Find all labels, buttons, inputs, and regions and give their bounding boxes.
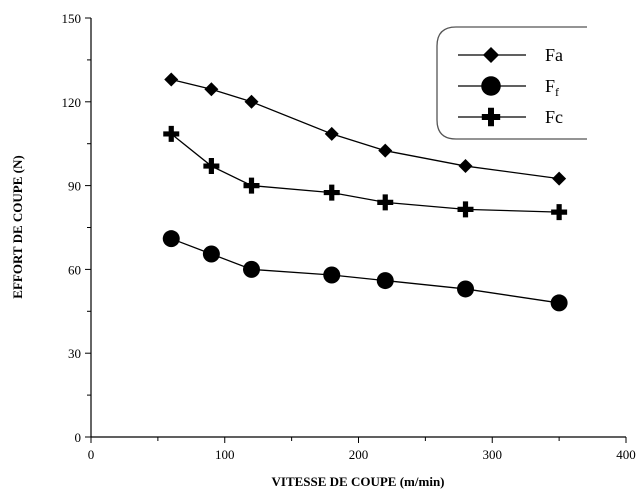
- axes: 0 100 200 300 400 0 30 60 90 120 150: [62, 11, 636, 462]
- plot-area: [162, 72, 568, 312]
- legend-item-ff: Ff: [458, 76, 559, 99]
- y-tick-label: 90: [68, 179, 81, 194]
- series-fc: [163, 125, 568, 221]
- legend-marker-fc: [481, 107, 501, 127]
- data-point-ff: [162, 230, 180, 248]
- legend-label-fc: Fc: [545, 107, 563, 127]
- data-point-fc: [163, 125, 180, 142]
- data-point-fa: [204, 82, 219, 97]
- data-point-fa: [552, 171, 567, 186]
- x-tick-label: 300: [483, 447, 503, 462]
- data-point-ff: [457, 280, 474, 298]
- y-tick-label: 150: [62, 11, 82, 26]
- data-point-fa: [378, 143, 393, 158]
- y-tick-label: 0: [75, 430, 82, 445]
- legend-marker-fa: [482, 46, 500, 64]
- data-point-fa: [324, 126, 339, 141]
- legend-label-ff: Ff: [545, 76, 559, 99]
- data-point-ff: [376, 272, 394, 290]
- data-point-fc: [457, 201, 474, 218]
- legend-marker-ff: [481, 76, 501, 96]
- data-point-ff: [550, 294, 568, 312]
- legend-label-fa: Fa: [545, 45, 563, 65]
- series-ff: [162, 230, 568, 312]
- x-tick-label: 100: [215, 447, 235, 462]
- data-point-fc: [377, 194, 394, 211]
- data-point-fa: [164, 72, 179, 87]
- series-line-fa: [171, 78, 560, 180]
- legend-item-fa: Fa: [458, 45, 563, 65]
- y-tick-label: 60: [68, 262, 81, 277]
- legend: Fa Ff Fc: [436, 26, 587, 140]
- y-axis-title: EFFORT DE COUPE (N): [10, 155, 25, 298]
- y-tick-label: 120: [62, 95, 82, 110]
- data-point-ff: [202, 245, 220, 263]
- legend-frame: [436, 26, 587, 140]
- data-point-ff: [323, 266, 341, 284]
- data-point-fa: [244, 94, 259, 109]
- y-tick-label: 30: [68, 346, 81, 361]
- x-tick-label: 0: [88, 447, 95, 462]
- data-point-fc: [243, 177, 260, 194]
- x-tick-label: 200: [349, 447, 369, 462]
- data-point-fa: [458, 159, 473, 174]
- series-line-ff: [171, 238, 560, 304]
- x-axis-title: VITESSE DE COUPE (m/min): [272, 474, 445, 489]
- series-line-fc: [170, 133, 560, 213]
- data-point-fc: [551, 204, 568, 221]
- data-point-fc: [323, 184, 340, 201]
- data-point-fc: [203, 158, 220, 175]
- data-point-ff: [243, 260, 260, 278]
- series-fa: [164, 72, 567, 186]
- x-tick-label: 400: [616, 447, 636, 462]
- legend-item-fc: Fc: [458, 107, 563, 127]
